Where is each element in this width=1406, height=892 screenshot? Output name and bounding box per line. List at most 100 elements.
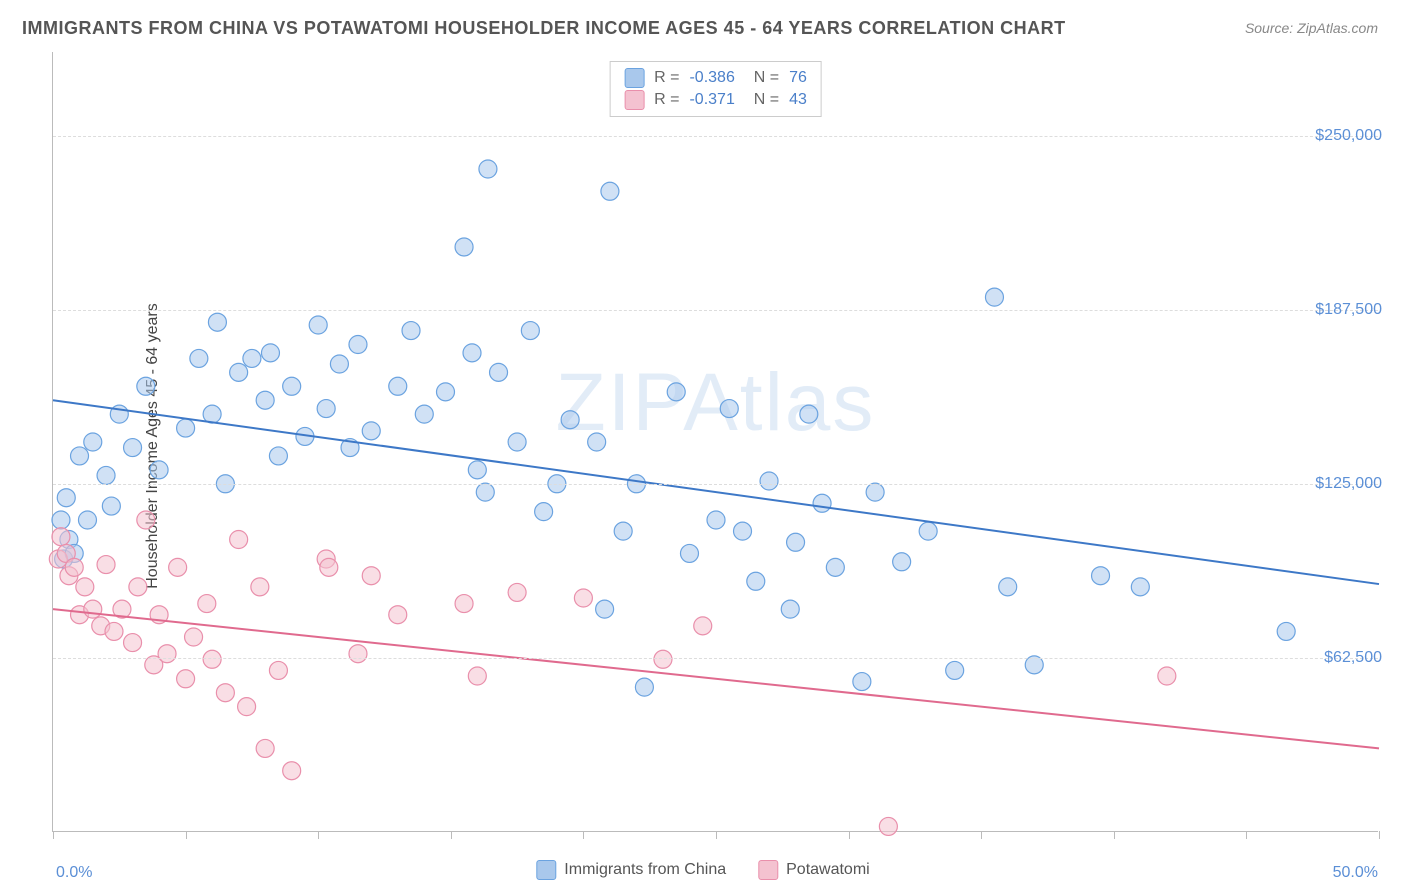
scatter-point bbox=[261, 344, 279, 362]
x-axis-max-label: 50.0% bbox=[1333, 864, 1378, 882]
gridline-h bbox=[53, 136, 1378, 137]
scatter-point bbox=[97, 466, 115, 484]
scatter-point bbox=[84, 433, 102, 451]
scatter-point bbox=[71, 447, 89, 465]
y-tick-label: $125,000 bbox=[1315, 475, 1382, 493]
scatter-point bbox=[137, 377, 155, 395]
scatter-point bbox=[455, 595, 473, 613]
scatter-point bbox=[707, 511, 725, 529]
scatter-point bbox=[800, 405, 818, 423]
scatter-point bbox=[588, 433, 606, 451]
scatter-point bbox=[402, 322, 420, 340]
scatter-point bbox=[747, 572, 765, 590]
scatter-point bbox=[320, 558, 338, 576]
x-tick bbox=[583, 831, 584, 839]
series-legend-label: Immigrants from China bbox=[564, 861, 726, 879]
scatter-point bbox=[190, 349, 208, 367]
legend-n-label: N = bbox=[745, 69, 779, 87]
legend-n-label: N = bbox=[745, 91, 779, 109]
scatter-point bbox=[415, 405, 433, 423]
x-tick bbox=[981, 831, 982, 839]
correlation-legend-row: R = -0.371 N = 43 bbox=[624, 90, 807, 110]
series-legend-item: Potawatomi bbox=[758, 860, 870, 880]
scatter-point bbox=[177, 670, 195, 688]
scatter-point bbox=[84, 600, 102, 618]
scatter-point bbox=[468, 461, 486, 479]
x-tick bbox=[716, 831, 717, 839]
scatter-point bbox=[893, 553, 911, 571]
scatter-point bbox=[476, 483, 494, 501]
scatter-point bbox=[317, 400, 335, 418]
scatter-point bbox=[999, 578, 1017, 596]
scatter-point bbox=[919, 522, 937, 540]
scatter-point bbox=[158, 645, 176, 663]
scatter-point bbox=[362, 567, 380, 585]
scatter-point bbox=[694, 617, 712, 635]
scatter-point bbox=[826, 558, 844, 576]
scatter-point bbox=[463, 344, 481, 362]
scatter-point bbox=[574, 589, 592, 607]
legend-n-value: 76 bbox=[789, 69, 807, 87]
scatter-point bbox=[389, 606, 407, 624]
plot-area: ZIPAtlas R = -0.386 N = 76R = -0.371 N =… bbox=[52, 52, 1378, 832]
scatter-point bbox=[349, 645, 367, 663]
scatter-point bbox=[787, 533, 805, 551]
scatter-point bbox=[654, 650, 672, 668]
scatter-point bbox=[97, 556, 115, 574]
scatter-point bbox=[1131, 578, 1149, 596]
trend-line bbox=[53, 400, 1379, 584]
scatter-point bbox=[177, 419, 195, 437]
scatter-point bbox=[185, 628, 203, 646]
scatter-point bbox=[52, 511, 70, 529]
legend-swatch bbox=[758, 860, 778, 880]
legend-r-value: -0.371 bbox=[689, 91, 734, 109]
x-tick bbox=[451, 831, 452, 839]
scatter-point bbox=[436, 383, 454, 401]
y-tick-label: $250,000 bbox=[1315, 127, 1382, 145]
scatter-point bbox=[521, 322, 539, 340]
correlation-legend-row: R = -0.386 N = 76 bbox=[624, 68, 807, 88]
y-tick-label: $187,500 bbox=[1315, 301, 1382, 319]
scatter-point bbox=[203, 650, 221, 668]
scatter-point bbox=[238, 698, 256, 716]
scatter-point bbox=[508, 583, 526, 601]
scatter-point bbox=[105, 622, 123, 640]
scatter-point bbox=[230, 363, 248, 381]
scatter-point bbox=[734, 522, 752, 540]
scatter-point bbox=[256, 739, 274, 757]
scatter-point bbox=[1277, 622, 1295, 640]
x-tick bbox=[186, 831, 187, 839]
gridline-h bbox=[53, 484, 1378, 485]
scatter-point bbox=[65, 558, 83, 576]
scatter-point bbox=[389, 377, 407, 395]
scatter-point bbox=[468, 667, 486, 685]
scatter-point bbox=[243, 349, 261, 367]
scatter-point bbox=[781, 600, 799, 618]
series-legend: Immigrants from China Potawatomi bbox=[536, 860, 869, 880]
scatter-point bbox=[667, 383, 685, 401]
legend-r-label: R = bbox=[654, 91, 679, 109]
scatter-point bbox=[137, 511, 155, 529]
scatter-point bbox=[535, 503, 553, 521]
x-tick bbox=[849, 831, 850, 839]
scatter-point bbox=[216, 684, 234, 702]
scatter-point bbox=[330, 355, 348, 373]
scatter-point bbox=[720, 400, 738, 418]
scatter-point bbox=[985, 288, 1003, 306]
legend-r-label: R = bbox=[654, 69, 679, 87]
series-legend-item: Immigrants from China bbox=[536, 860, 726, 880]
x-axis-min-label: 0.0% bbox=[56, 864, 92, 882]
scatter-point bbox=[129, 578, 147, 596]
correlation-legend: R = -0.386 N = 76R = -0.371 N = 43 bbox=[609, 61, 822, 117]
legend-swatch bbox=[536, 860, 556, 880]
scatter-point bbox=[479, 160, 497, 178]
chart-svg bbox=[53, 52, 1378, 831]
source-attribution: Source: ZipAtlas.com bbox=[1245, 20, 1378, 36]
legend-swatch bbox=[624, 68, 644, 88]
x-tick bbox=[53, 831, 54, 839]
scatter-point bbox=[455, 238, 473, 256]
scatter-point bbox=[76, 578, 94, 596]
scatter-point bbox=[150, 461, 168, 479]
chart-title: IMMIGRANTS FROM CHINA VS POTAWATOMI HOUS… bbox=[22, 18, 1066, 39]
scatter-point bbox=[508, 433, 526, 451]
